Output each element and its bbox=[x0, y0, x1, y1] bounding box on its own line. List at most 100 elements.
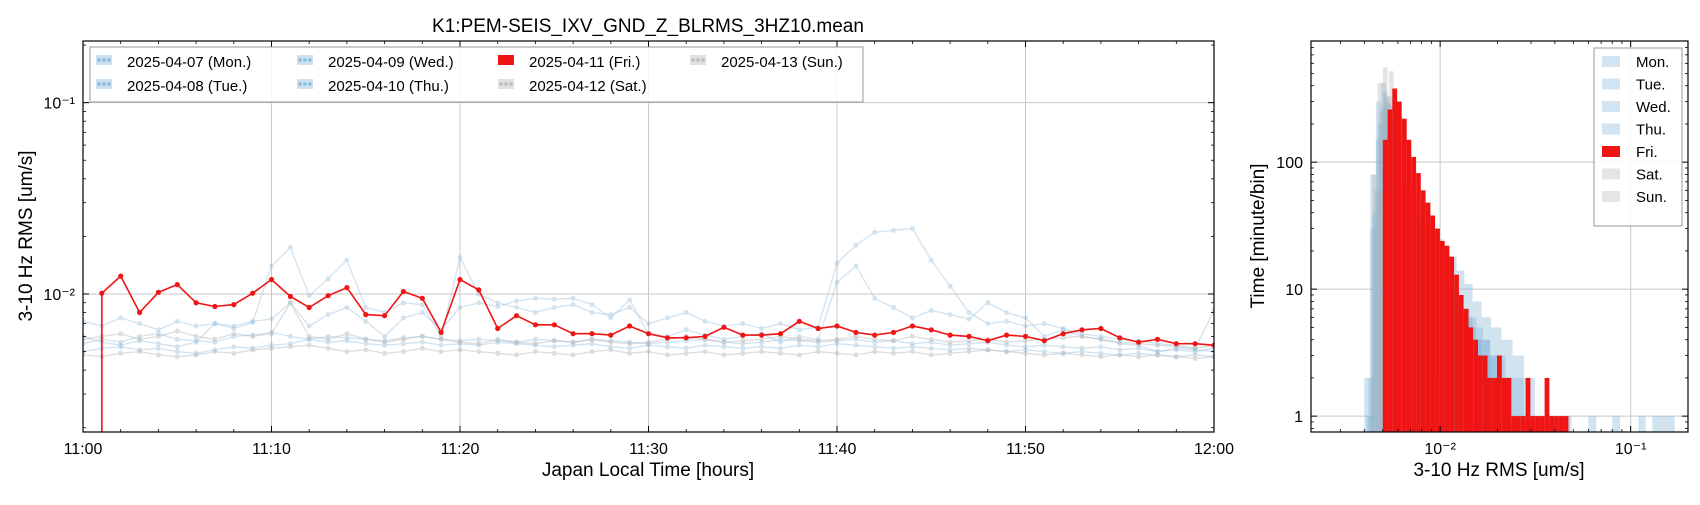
series-point-2025-04-09-wed bbox=[909, 226, 915, 231]
series-point-2025-04-07-mon bbox=[476, 336, 482, 342]
series-point-2025-04-10-thu bbox=[118, 342, 124, 348]
series-point-2025-04-07-mon bbox=[627, 339, 633, 345]
series-point-2025-04-12-sat bbox=[1004, 339, 1010, 345]
series-point-2025-04-13-sun bbox=[419, 345, 425, 351]
series-point-2025-04-09-wed bbox=[627, 305, 633, 310]
series-point-2025-04-12-sat bbox=[438, 336, 444, 342]
series-point-2025-04-08-tue bbox=[551, 344, 557, 350]
series-point-2025-04-13-sun bbox=[306, 342, 312, 348]
series-point-2025-04-13-sun bbox=[759, 349, 765, 355]
hist-bar-fri bbox=[1549, 416, 1555, 432]
legend-marker bbox=[308, 58, 312, 62]
hist-bar-fri bbox=[1425, 202, 1431, 432]
series-point-2025-04-11-fri bbox=[212, 303, 218, 310]
series-point-2025-04-10-thu bbox=[966, 316, 972, 322]
hist-legend-label: Sun. bbox=[1636, 189, 1667, 206]
hist-bar-fri bbox=[1468, 327, 1474, 432]
hist-legend-label: Sat. bbox=[1636, 167, 1663, 184]
timeseries-legend-frame bbox=[89, 46, 864, 103]
hist-bar-fri bbox=[1478, 355, 1483, 432]
legend-item-2025-04-12-sat: 2025-04-12 (Sat.) bbox=[498, 78, 647, 95]
series-point-2025-04-11-fri bbox=[683, 335, 689, 341]
series-point-2025-04-11-fri bbox=[853, 329, 859, 335]
series-point-2025-04-11-fri bbox=[325, 293, 331, 299]
series-point-2025-04-10-thu bbox=[344, 305, 350, 310]
legend-marker bbox=[504, 82, 508, 86]
series-point-2025-04-10-thu bbox=[608, 315, 614, 321]
histogram-y-axis-label: Time [minute/bin] bbox=[1248, 163, 1269, 308]
hist-bar-fri bbox=[1554, 416, 1559, 432]
series-point-2025-04-07-mon bbox=[834, 338, 840, 344]
series-point-2025-04-08-tue bbox=[664, 344, 670, 350]
series-point-2025-04-11-fri bbox=[1117, 335, 1123, 341]
series-point-2025-04-12-sat bbox=[1079, 333, 1085, 339]
series-point-2025-04-12-sat bbox=[400, 336, 406, 342]
legend-label: 2025-04-09 (Wed.) bbox=[328, 54, 454, 71]
legend-marker bbox=[504, 58, 508, 62]
series-point-2025-04-09-wed bbox=[495, 300, 501, 306]
hist-bar-wed bbox=[1638, 416, 1646, 432]
legend-marker bbox=[696, 58, 700, 62]
series-point-2025-04-07-mon bbox=[1192, 349, 1198, 355]
series-point-2025-04-08-tue bbox=[646, 342, 651, 348]
series-line-2025-04-13-sun bbox=[83, 344, 1214, 360]
series-point-2025-04-07-mon bbox=[363, 336, 369, 342]
series-point-2025-04-13-sun bbox=[589, 349, 595, 355]
histogram-y-tick-label: 100 bbox=[1276, 155, 1303, 172]
series-point-2025-04-10-thu bbox=[1079, 333, 1085, 339]
series-point-2025-04-11-fri bbox=[815, 325, 821, 332]
series-point-2025-04-07-mon bbox=[419, 333, 425, 339]
series-point-2025-04-11-fri bbox=[890, 329, 897, 335]
series-point-2025-04-09-wed bbox=[551, 305, 557, 310]
histogram-x-axis-label: 3-10 Hz RMS [um/s] bbox=[1413, 460, 1584, 481]
hist-legend-swatch bbox=[1602, 123, 1620, 135]
series-point-2025-04-08-tue bbox=[306, 336, 312, 342]
series-point-2025-04-12-sat bbox=[570, 339, 576, 345]
series-point-2025-04-10-thu bbox=[796, 333, 802, 339]
series-point-2025-04-13-sun bbox=[966, 349, 972, 355]
legend-marker bbox=[509, 58, 513, 62]
hist-bar-fri bbox=[1482, 355, 1488, 432]
series-point-2025-04-12-sat bbox=[344, 331, 350, 337]
hist-bar-fri bbox=[1563, 416, 1569, 432]
series-point-2025-04-13-sun bbox=[231, 350, 237, 356]
hist-bar-wed bbox=[1370, 228, 1376, 432]
series-point-2025-04-11-fri bbox=[985, 338, 991, 344]
series-line-2025-04-12-sat bbox=[83, 301, 1214, 349]
timeseries-title: K1:PEM-SEIS_IXV_GND_Z_BLRMS_3HZ10.mean bbox=[432, 16, 864, 37]
hist-legend-swatch bbox=[1602, 191, 1620, 202]
series-point-2025-04-09-wed bbox=[400, 300, 406, 306]
series-point-2025-04-11-fri bbox=[608, 332, 614, 338]
series-point-2025-04-11-fri bbox=[268, 276, 275, 283]
hist-bar-fri bbox=[1454, 274, 1459, 432]
series-point-2025-04-13-sun bbox=[551, 350, 557, 356]
timeseries-x-tick-label: 11:20 bbox=[441, 441, 480, 458]
legend-label: 2025-04-08 (Tue.) bbox=[127, 78, 247, 95]
series-point-2025-04-11-fri bbox=[721, 324, 727, 330]
timeseries-legend-items: 2025-04-07 (Mon.) 2025-04-08 (Tue.) 2025-0… bbox=[96, 54, 843, 95]
series-point-2025-04-07-mon bbox=[1079, 345, 1085, 351]
series-point-2025-04-10-thu bbox=[174, 344, 180, 350]
series-point-2025-04-07-mon bbox=[909, 341, 915, 347]
legend-marker bbox=[107, 58, 111, 62]
series-point-2025-04-12-sat bbox=[909, 333, 915, 339]
series-point-2025-04-08-tue bbox=[589, 341, 595, 347]
hist-bar-fri bbox=[1430, 215, 1436, 432]
hist-bar-tue bbox=[1364, 377, 1371, 432]
series-point-2025-04-07-mon bbox=[118, 339, 124, 345]
series-point-2025-04-10-thu bbox=[400, 315, 406, 321]
legend-marker bbox=[303, 82, 307, 86]
series-point-2025-04-08-tue bbox=[1004, 349, 1010, 355]
series-point-2025-04-11-fri bbox=[909, 323, 916, 329]
hist-bar-fri bbox=[1392, 88, 1397, 432]
series-point-2025-04-07-mon bbox=[1098, 344, 1104, 350]
series-point-2025-04-12-sat bbox=[551, 338, 557, 344]
series-point-2025-04-11-fri bbox=[344, 285, 350, 291]
hist-bar-fri bbox=[1382, 139, 1388, 432]
hist-bar-wed bbox=[1512, 355, 1524, 432]
series-point-2025-04-07-mon bbox=[174, 336, 180, 342]
series-point-2025-04-12-sat bbox=[872, 336, 878, 342]
series-point-2025-04-12-sat bbox=[269, 331, 274, 337]
series-point-2025-04-09-wed bbox=[344, 257, 350, 263]
series-point-2025-04-08-tue bbox=[1136, 350, 1142, 356]
